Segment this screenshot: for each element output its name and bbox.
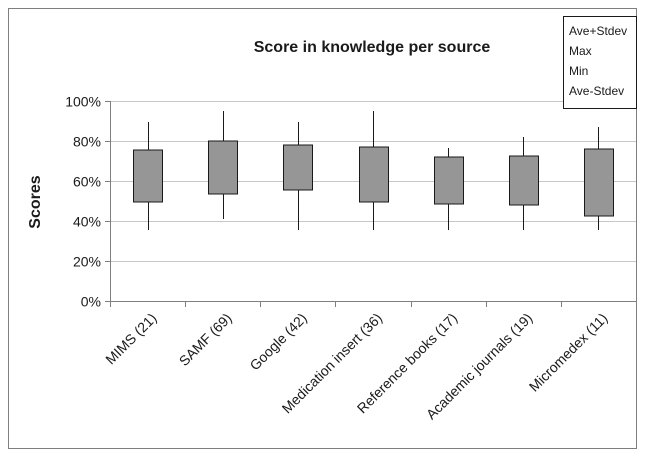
box — [584, 148, 614, 217]
y-tick-label: 20% — [73, 254, 101, 270]
legend-item: Ave-Stdev — [569, 84, 624, 98]
legend: Ave+Stdev Max Min Ave-Stdev — [563, 16, 637, 109]
box — [208, 140, 238, 195]
box — [283, 144, 313, 191]
y-tick-label: 40% — [73, 214, 101, 230]
legend-item: Ave+Stdev — [569, 24, 627, 38]
y-tick-label: 80% — [73, 134, 101, 150]
box — [509, 155, 539, 206]
y-tick-label: 60% — [73, 174, 101, 190]
legend-box — [563, 16, 637, 109]
y-tick-label: 100% — [65, 94, 101, 110]
box — [359, 146, 389, 203]
y-axis-label: Scores — [27, 175, 44, 228]
box — [133, 149, 163, 203]
box — [434, 156, 464, 205]
boxes — [133, 111, 614, 230]
legend-item: Max — [569, 44, 592, 58]
chart-frame — [8, 8, 637, 449]
legend-item: Min — [569, 64, 588, 78]
y-tick-label: 0% — [81, 294, 101, 310]
y-axis-ticks: 0% 20% 40% 60% 80% 100% — [65, 94, 636, 310]
chart-title: Score in knowledge per source — [254, 39, 491, 56]
